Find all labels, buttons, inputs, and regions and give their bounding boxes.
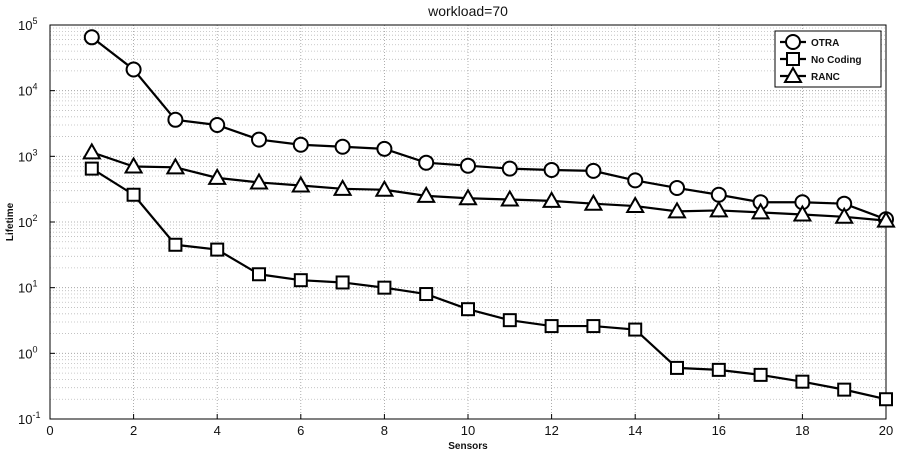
data-point-square bbox=[84, 161, 99, 176]
data-point-circle bbox=[376, 140, 393, 157]
data-point-triangle bbox=[249, 172, 269, 190]
data-point-square bbox=[461, 302, 475, 317]
data-point-triangle bbox=[291, 175, 311, 193]
data-point-triangle bbox=[625, 196, 645, 214]
data-point-circle bbox=[460, 157, 476, 174]
data-point-circle bbox=[627, 172, 644, 189]
x-tick-label: 10 bbox=[461, 423, 475, 438]
data-point-circle bbox=[83, 29, 100, 46]
data-point-triangle bbox=[123, 156, 144, 174]
data-point-triangle bbox=[374, 179, 395, 197]
legend-marker-circle bbox=[785, 34, 801, 50]
data-point-square bbox=[210, 242, 225, 257]
y-tick-label: 100 bbox=[18, 344, 37, 361]
data-point-triangle bbox=[416, 185, 436, 203]
legend-marker-triangle bbox=[783, 65, 803, 83]
x-tick-label: 12 bbox=[544, 423, 558, 438]
data-point-square bbox=[168, 237, 183, 252]
x-tick-label: 18 bbox=[795, 423, 809, 438]
data-point-triangle bbox=[207, 167, 227, 185]
data-point-triangle bbox=[750, 202, 771, 220]
x-axis-title: Sensors bbox=[448, 441, 488, 452]
data-point-circle bbox=[501, 160, 518, 177]
data-point-triangle bbox=[500, 189, 520, 207]
legend-item: RANC bbox=[780, 65, 840, 83]
data-point-circle bbox=[543, 161, 560, 178]
x-tick-label: 0 bbox=[46, 423, 53, 438]
data-point-triangle bbox=[165, 157, 186, 175]
chart-title: workload=70 bbox=[427, 3, 508, 19]
data-point-square bbox=[252, 267, 266, 282]
data-point-triangle bbox=[792, 204, 813, 222]
data-point-square bbox=[837, 382, 852, 397]
legend-item: No Coding bbox=[780, 52, 862, 66]
y-axis-title: Lifetime bbox=[5, 202, 16, 241]
data-point-square bbox=[628, 322, 643, 337]
series-square bbox=[84, 161, 893, 407]
data-point-circle bbox=[334, 138, 351, 155]
data-point-square bbox=[126, 187, 141, 202]
data-point-triangle bbox=[667, 201, 687, 219]
legend: OTRA No Coding RANC bbox=[774, 30, 882, 88]
data-point-circle bbox=[418, 154, 435, 171]
y-tick-label: 105 bbox=[18, 16, 37, 33]
legend-marker-square bbox=[786, 52, 800, 66]
legend-label: RANC bbox=[811, 72, 840, 83]
y-tick-label: 102 bbox=[18, 213, 37, 230]
data-point-triangle bbox=[834, 206, 854, 224]
x-tick-label: 16 bbox=[712, 423, 726, 438]
data-point-square bbox=[377, 280, 392, 295]
legend-label: No Coding bbox=[811, 55, 862, 66]
data-point-triangle bbox=[583, 193, 604, 211]
x-tick-label: 14 bbox=[628, 423, 642, 438]
data-point-triangle bbox=[709, 200, 729, 218]
series-group bbox=[82, 29, 896, 407]
data-point-triangle bbox=[458, 188, 478, 206]
data-point-square bbox=[544, 319, 559, 334]
data-point-circle bbox=[125, 61, 142, 78]
data-point-circle bbox=[669, 179, 685, 196]
data-point-circle bbox=[292, 136, 309, 153]
data-point-square bbox=[670, 360, 684, 375]
data-point-square bbox=[879, 392, 893, 407]
data-point-circle bbox=[209, 117, 226, 134]
data-point-square bbox=[586, 319, 601, 334]
data-point-square bbox=[753, 367, 768, 382]
y-tick-label: 103 bbox=[18, 147, 37, 164]
y-tick-label: 101 bbox=[18, 279, 37, 296]
x-tick-label: 2 bbox=[130, 423, 137, 438]
y-tick-label: 10-1 bbox=[18, 410, 40, 427]
data-point-circle bbox=[167, 111, 184, 128]
x-tick-label: 6 bbox=[297, 423, 304, 438]
x-tick-label: 8 bbox=[381, 423, 388, 438]
series-line bbox=[91, 151, 887, 222]
data-point-square bbox=[502, 313, 517, 328]
data-point-circle bbox=[710, 186, 727, 203]
data-point-triangle bbox=[876, 210, 896, 228]
data-point-square bbox=[419, 287, 434, 302]
data-point-square bbox=[711, 362, 726, 377]
data-point-triangle bbox=[82, 142, 102, 160]
data-point-circle bbox=[585, 162, 602, 179]
grid bbox=[49, 25, 887, 420]
data-point-square bbox=[335, 275, 350, 290]
data-point-circle bbox=[251, 131, 267, 148]
legend-item: OTRA bbox=[780, 34, 839, 50]
y-tick-label: 104 bbox=[18, 82, 37, 99]
legend-label: OTRA bbox=[811, 38, 839, 49]
axis-ticks: 0 2 4 6 8 10 12 14 16 18 20 10-1 100 101 102 103 104 105 bbox=[18, 16, 893, 438]
data-point-square bbox=[795, 374, 810, 389]
series-circle bbox=[83, 29, 894, 228]
x-tick-label: 20 bbox=[879, 423, 893, 438]
data-point-triangle bbox=[332, 178, 353, 196]
x-tick-label: 4 bbox=[214, 423, 221, 438]
series-triangle bbox=[82, 142, 896, 228]
data-point-triangle bbox=[541, 190, 562, 208]
data-point-square bbox=[293, 273, 308, 288]
